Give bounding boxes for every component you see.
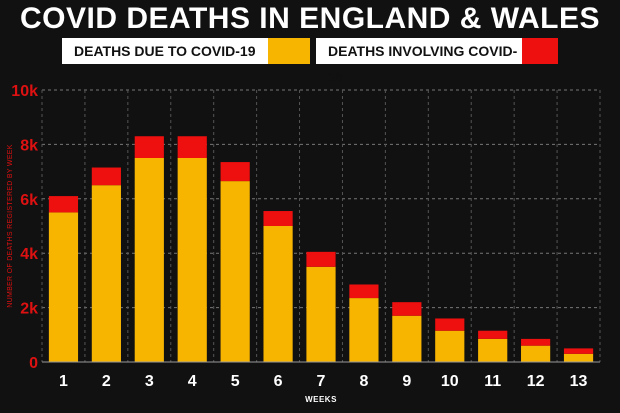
- legend-label-involving: DEATHS INVOLVING COVID-19: [316, 38, 522, 85]
- bar-due-week-3: [134, 158, 164, 362]
- x-tick-label-4: 4: [188, 373, 197, 390]
- bar-involving-week-11: [478, 330, 508, 339]
- x-tick-label-2: 2: [102, 373, 111, 390]
- bar-involving-week-3: [134, 136, 164, 158]
- bar-due-week-12: [521, 345, 551, 362]
- bar-due-week-2: [91, 185, 121, 362]
- bar-due-week-7: [306, 266, 336, 362]
- bar-involving-week-4: [177, 136, 207, 158]
- bar-involving-week-8: [349, 284, 379, 299]
- legend-label-due: DEATHS DUE TO COVID-19: [62, 38, 268, 64]
- x-tick-label-3: 3: [145, 373, 154, 390]
- x-tick-label-8: 8: [359, 373, 368, 390]
- bar-involving-week-2: [91, 167, 121, 186]
- x-tick-label-10: 10: [441, 373, 459, 390]
- bar-involving-week-9: [392, 302, 422, 316]
- bar-due-week-1: [48, 212, 79, 362]
- y-tick-label-3: 6k: [20, 192, 38, 209]
- x-tick-label-13: 13: [570, 373, 588, 390]
- bar-involving-week-1: [48, 196, 79, 213]
- y-tick-label-5: 10k: [11, 83, 38, 100]
- legend-swatch-due: [268, 38, 310, 64]
- bar-due-week-6: [263, 226, 293, 362]
- y-tick-label-1: 2k: [20, 301, 38, 318]
- x-tick-label-9: 9: [402, 373, 411, 390]
- bar-involving-week-6: [263, 211, 293, 226]
- bar-involving-week-10: [435, 318, 465, 331]
- bar-due-week-10: [435, 330, 465, 362]
- bar-involving-week-5: [220, 162, 250, 182]
- x-axis-title: WEEKS: [305, 395, 337, 404]
- x-tick-label-7: 7: [317, 373, 326, 390]
- y-axis-title: NUMBER OF DEATHS REGISTERED BY WEEK: [7, 144, 14, 308]
- bar-involving-week-7: [306, 251, 336, 267]
- x-tick-label-1: 1: [59, 373, 68, 390]
- y-tick-label-4: 8k: [20, 137, 38, 154]
- bar-involving-week-13: [563, 348, 594, 354]
- bar-due-week-13: [563, 353, 594, 362]
- bar-due-week-5: [220, 181, 250, 362]
- y-tick-label-0: 0: [29, 355, 38, 372]
- x-tick-label-11: 11: [484, 373, 501, 390]
- bar-due-week-9: [392, 315, 422, 362]
- x-tick-label-5: 5: [231, 373, 240, 390]
- bar-due-week-8: [349, 298, 379, 362]
- y-tick-label-2: 4k: [20, 246, 38, 263]
- legend-swatch-involving: [522, 38, 558, 64]
- x-tick-label-12: 12: [527, 373, 545, 390]
- chart-title: COVID DEATHS IN ENGLAND & WALES: [20, 2, 600, 35]
- x-tick-label-6: 6: [274, 373, 283, 390]
- bar-involving-week-12: [521, 338, 551, 346]
- bar-due-week-4: [177, 158, 207, 362]
- bar-due-week-11: [478, 338, 508, 362]
